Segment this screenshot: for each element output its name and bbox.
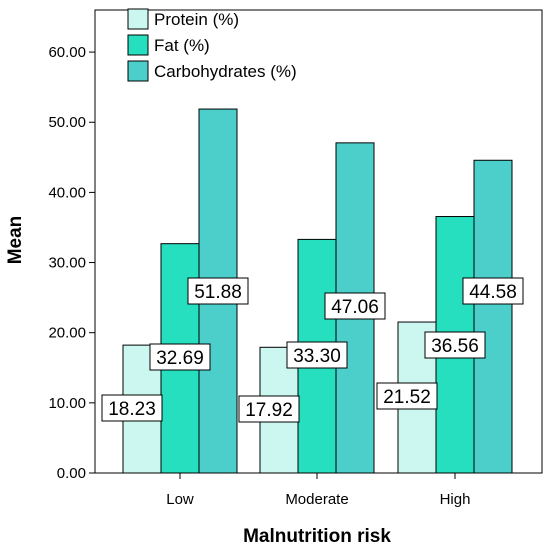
legend-label: Carbohydrates (%): [154, 62, 297, 81]
data-label-box: [424, 331, 486, 359]
x-tick-label: Low: [166, 491, 194, 508]
data-labels: 18.23 32.69 51.88 17.92 33.30 47.06 21.52 36.56…: [101, 277, 524, 423]
data-label: 32.69: [156, 348, 204, 369]
y-tick-label: 20.00: [48, 325, 86, 342]
data-label: 44.58: [469, 282, 517, 303]
y-tick-label: 40.00: [48, 184, 86, 201]
x-tick-label: Moderate: [285, 491, 348, 508]
data-label-box: [324, 292, 386, 320]
legend: Protein (%) Fat (%) Carbohydrates (%): [127, 8, 297, 82]
y-axis-title: Mean: [5, 216, 26, 265]
data-label-box: [187, 277, 249, 305]
x-axis: Low Moderate High: [166, 473, 470, 508]
data-label: 33.30: [293, 346, 341, 367]
y-axis: 0.00 10.00 20.00 30.00 40.00 50.00 60.00: [48, 44, 95, 482]
data-label-box: [238, 395, 300, 423]
x-tick-label: High: [440, 491, 471, 508]
legend-swatch: [127, 34, 149, 56]
x-axis-title: Malnutrition risk: [243, 526, 391, 547]
data-label-box: [376, 382, 438, 410]
y-tick-label: 0.00: [57, 465, 86, 482]
data-label-box: [101, 394, 163, 422]
y-tick-label: 50.00: [48, 114, 86, 131]
legend-label: Protein (%): [154, 10, 239, 29]
y-tick-label: 10.00: [48, 395, 86, 412]
data-label: 21.52: [383, 387, 431, 408]
legend-label: Fat (%): [154, 36, 210, 55]
data-label: 18.23: [108, 399, 156, 420]
y-tick-label: 30.00: [48, 255, 86, 272]
legend-swatch: [127, 60, 149, 82]
data-label: 47.06: [331, 297, 379, 318]
data-label: 51.88: [194, 282, 242, 303]
data-label-box: [462, 277, 524, 305]
legend-swatch: [127, 8, 149, 30]
data-label: 17.92: [245, 400, 293, 421]
data-label-box: [286, 341, 348, 369]
data-label-box: [149, 343, 211, 371]
bar: [473, 159, 513, 474]
data-label: 36.56: [431, 336, 479, 357]
y-tick-label: 60.00: [48, 44, 86, 61]
